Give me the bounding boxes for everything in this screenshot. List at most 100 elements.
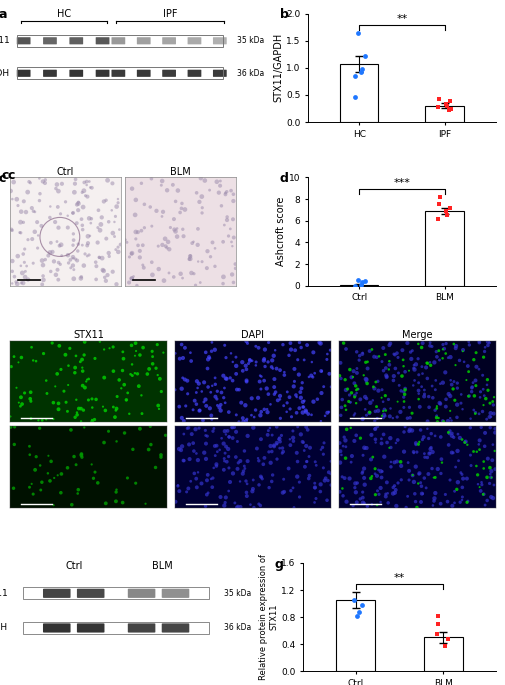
Point bbox=[73, 255, 81, 266]
FancyBboxPatch shape bbox=[43, 623, 70, 632]
Point bbox=[425, 340, 433, 351]
Point bbox=[318, 442, 326, 453]
Point bbox=[474, 408, 482, 419]
Point bbox=[86, 230, 94, 241]
Point bbox=[221, 189, 229, 200]
Point bbox=[204, 354, 212, 365]
Point bbox=[80, 260, 88, 271]
Point bbox=[427, 463, 435, 474]
Point bbox=[78, 220, 86, 231]
Point bbox=[164, 236, 172, 247]
Point bbox=[452, 383, 461, 394]
Point bbox=[17, 260, 25, 271]
Point bbox=[189, 445, 197, 456]
Point bbox=[25, 482, 33, 493]
Point bbox=[64, 210, 72, 221]
Point bbox=[292, 471, 300, 482]
Point bbox=[307, 410, 315, 421]
Point bbox=[394, 380, 402, 391]
Point bbox=[339, 338, 347, 349]
Point bbox=[457, 434, 465, 445]
Point bbox=[111, 211, 119, 222]
Point bbox=[384, 364, 392, 375]
Point bbox=[243, 430, 251, 441]
Point bbox=[112, 403, 120, 414]
Point bbox=[312, 493, 320, 504]
Point bbox=[475, 482, 483, 493]
Point bbox=[184, 483, 192, 494]
Bar bbox=[335, 600, 375, 671]
Point bbox=[220, 340, 228, 351]
Point bbox=[158, 175, 166, 186]
Point bbox=[280, 370, 288, 381]
Point bbox=[154, 400, 162, 411]
Point bbox=[55, 257, 63, 268]
Point bbox=[407, 353, 415, 364]
Point bbox=[153, 339, 161, 350]
Point bbox=[157, 451, 165, 462]
Point bbox=[282, 397, 290, 408]
Point bbox=[401, 502, 410, 513]
Point bbox=[483, 385, 491, 396]
Point bbox=[121, 234, 129, 245]
Point bbox=[171, 196, 179, 207]
Point bbox=[325, 369, 333, 379]
Point bbox=[295, 403, 303, 414]
Bar bbox=[425, 211, 463, 286]
Point bbox=[411, 461, 419, 472]
Point bbox=[290, 376, 298, 387]
Point bbox=[146, 421, 154, 432]
Point bbox=[386, 456, 394, 467]
Point bbox=[379, 410, 387, 421]
Point bbox=[376, 497, 384, 508]
Point bbox=[357, 599, 365, 610]
Point bbox=[215, 445, 223, 456]
Point bbox=[213, 400, 221, 411]
Text: 35 kDa: 35 kDa bbox=[224, 589, 251, 598]
Point bbox=[133, 227, 141, 238]
Point bbox=[171, 496, 179, 507]
Point bbox=[370, 415, 378, 426]
Point bbox=[128, 370, 136, 381]
Point bbox=[288, 425, 296, 436]
Point bbox=[360, 473, 368, 484]
Point bbox=[225, 432, 233, 443]
Point bbox=[348, 371, 357, 382]
Point bbox=[404, 465, 412, 476]
Point bbox=[242, 490, 250, 501]
Point bbox=[350, 392, 358, 403]
Point bbox=[35, 423, 43, 434]
Point bbox=[340, 374, 348, 385]
Point bbox=[457, 469, 465, 480]
Point bbox=[192, 473, 200, 484]
FancyBboxPatch shape bbox=[128, 623, 155, 632]
Point bbox=[381, 488, 389, 499]
Point bbox=[242, 375, 250, 386]
Point bbox=[85, 176, 93, 187]
Point bbox=[370, 469, 378, 479]
Point bbox=[27, 413, 35, 424]
Point bbox=[350, 91, 358, 102]
Point bbox=[297, 377, 306, 388]
Point bbox=[435, 399, 443, 410]
Point bbox=[388, 482, 396, 493]
Point bbox=[268, 355, 276, 366]
Text: IPF: IPF bbox=[163, 9, 177, 19]
Point bbox=[480, 342, 488, 353]
Point bbox=[301, 421, 310, 432]
Point bbox=[73, 199, 81, 210]
Point bbox=[41, 254, 49, 265]
Point bbox=[434, 619, 442, 630]
Point bbox=[216, 492, 224, 503]
Point bbox=[279, 400, 287, 411]
Point bbox=[289, 502, 297, 513]
Point bbox=[50, 473, 58, 484]
Point bbox=[78, 354, 86, 365]
Point bbox=[278, 487, 286, 498]
Point bbox=[179, 429, 187, 440]
Point bbox=[412, 447, 420, 458]
Point bbox=[396, 456, 404, 467]
Point bbox=[486, 408, 494, 419]
Point bbox=[389, 375, 397, 386]
Point bbox=[71, 362, 79, 373]
